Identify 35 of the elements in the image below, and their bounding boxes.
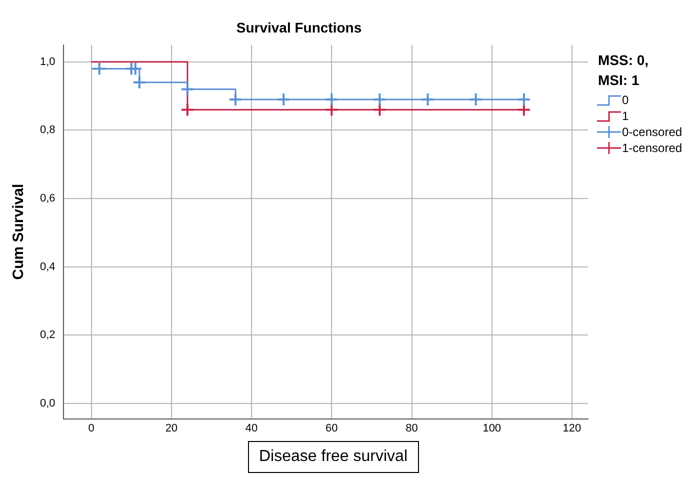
legend-label: 1-censored bbox=[622, 141, 682, 155]
point bbox=[372, 102, 387, 117]
y-tick-label: 0,0 bbox=[40, 397, 56, 410]
legend-label: 0 bbox=[622, 93, 629, 107]
x-tick-label: 100 bbox=[482, 422, 502, 434]
y-tick-label: 0,6 bbox=[40, 192, 56, 205]
point bbox=[516, 92, 531, 106]
x-tick-label: 20 bbox=[165, 422, 178, 434]
point bbox=[128, 62, 142, 76]
legend-label: 0-censored bbox=[622, 125, 682, 139]
x-tick-label: 60 bbox=[326, 422, 338, 434]
legend-label: 1 bbox=[622, 109, 629, 123]
point bbox=[516, 102, 531, 117]
legend-title: MSS: 0, MSI: 1 bbox=[598, 51, 650, 90]
point bbox=[420, 92, 435, 106]
y-tick-label: 1,0 bbox=[40, 56, 56, 68]
point bbox=[372, 92, 387, 106]
x-axis-title: Disease free survival bbox=[248, 441, 418, 473]
point bbox=[180, 102, 194, 117]
chart-title: Survival Functions bbox=[236, 19, 362, 36]
point bbox=[324, 102, 339, 117]
point bbox=[180, 82, 194, 96]
y-tick-label: 0,8 bbox=[40, 124, 56, 136]
point bbox=[324, 92, 339, 106]
point bbox=[228, 92, 243, 106]
point bbox=[468, 92, 483, 106]
x-tick-label: 120 bbox=[562, 422, 582, 434]
x-tick-label: 0 bbox=[88, 422, 94, 434]
y-axis-title: Cum Survival bbox=[10, 184, 28, 280]
x-tick-label: 40 bbox=[245, 422, 258, 434]
y-tick-label: 0,4 bbox=[40, 260, 56, 273]
x-tick-label: 80 bbox=[406, 422, 418, 434]
point bbox=[132, 75, 146, 90]
point bbox=[276, 92, 291, 106]
y-tick-label: 0,2 bbox=[40, 329, 56, 342]
